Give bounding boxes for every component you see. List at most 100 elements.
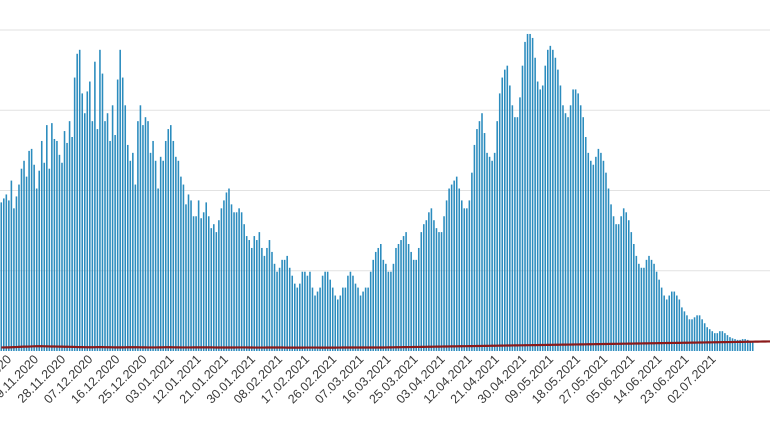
bar — [324, 271, 326, 351]
bar — [48, 168, 51, 351]
bar — [177, 160, 180, 351]
bar — [63, 131, 66, 351]
bar — [653, 263, 655, 351]
bar — [104, 121, 106, 352]
bar — [53, 138, 56, 351]
bar — [147, 121, 149, 352]
bar — [124, 105, 127, 351]
bar — [190, 200, 192, 351]
bar — [172, 140, 175, 351]
bar — [660, 287, 663, 351]
bar — [96, 129, 99, 351]
bar — [706, 327, 708, 351]
bar — [572, 89, 574, 351]
bar — [645, 259, 648, 351]
bar — [468, 200, 471, 351]
bar — [514, 117, 516, 351]
bar — [347, 275, 349, 351]
bar — [119, 49, 121, 352]
bar — [380, 244, 382, 351]
bar — [286, 255, 288, 351]
bar — [197, 200, 200, 351]
bar — [38, 170, 40, 351]
bar — [91, 121, 94, 352]
bar — [106, 113, 109, 351]
bar — [483, 133, 486, 351]
bar — [149, 152, 152, 351]
bar — [233, 212, 235, 351]
bar — [25, 176, 28, 351]
bar-series — [0, 33, 754, 352]
bar — [476, 129, 478, 351]
bar — [602, 160, 605, 351]
bar — [549, 45, 552, 351]
bar — [541, 85, 544, 351]
bar — [749, 341, 751, 351]
bar — [511, 105, 514, 351]
bar — [686, 315, 688, 351]
bar — [559, 85, 562, 351]
bar — [364, 287, 367, 351]
bar — [681, 307, 683, 351]
bar — [374, 251, 377, 351]
bar — [473, 144, 476, 351]
bar — [481, 113, 483, 351]
bar — [187, 194, 190, 351]
bar — [729, 337, 731, 351]
bar — [299, 283, 301, 351]
bar — [71, 137, 73, 351]
bar — [94, 61, 96, 351]
bar — [311, 287, 314, 351]
bar — [574, 89, 577, 351]
bar — [352, 275, 354, 351]
bar — [329, 279, 331, 351]
bar — [33, 164, 35, 351]
bar — [28, 150, 30, 351]
bar — [99, 49, 101, 352]
bar — [309, 271, 311, 351]
bar — [162, 160, 164, 351]
bar — [342, 287, 344, 351]
bar — [430, 208, 433, 351]
bar — [182, 184, 185, 351]
bar — [701, 319, 703, 351]
bar — [448, 188, 450, 351]
bar — [344, 287, 347, 351]
bar — [552, 49, 554, 352]
bar — [218, 220, 220, 351]
bar — [268, 240, 271, 351]
bar — [132, 152, 134, 351]
bar — [486, 152, 488, 351]
bar — [471, 172, 473, 351]
bar — [306, 275, 309, 351]
bar — [460, 200, 463, 351]
bar — [331, 287, 334, 351]
bar — [152, 140, 154, 351]
bar — [617, 224, 620, 351]
bar — [228, 188, 230, 351]
bar — [590, 160, 592, 351]
bar — [407, 244, 410, 351]
bar — [683, 311, 686, 351]
bar — [56, 140, 58, 351]
bar — [154, 160, 157, 351]
bar — [0, 202, 3, 351]
bar — [359, 295, 362, 351]
bar — [615, 224, 617, 351]
bar — [369, 271, 372, 351]
bar — [478, 121, 481, 352]
bar — [400, 240, 402, 351]
bar — [78, 49, 81, 352]
bar — [20, 168, 23, 351]
bar — [693, 317, 696, 351]
bar — [326, 271, 329, 351]
bar — [261, 247, 263, 351]
bar — [744, 339, 746, 351]
bar — [440, 232, 443, 351]
bar — [544, 65, 547, 352]
bar — [357, 287, 359, 351]
bar — [746, 339, 749, 351]
bar — [658, 279, 660, 351]
bar — [46, 125, 48, 351]
